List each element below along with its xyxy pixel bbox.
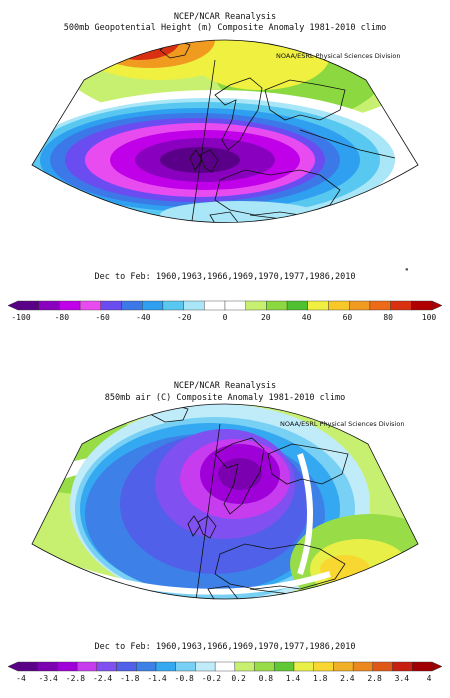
colorbar-arrow-left: [7, 300, 19, 311]
colorbar-tick-label: -0.2: [201, 674, 222, 683]
colorbar-swatch: [17, 300, 39, 311]
colorbar-tick-label: 2.4: [340, 674, 355, 683]
colorbar-tick-label: 2.8: [367, 674, 382, 683]
colorbar-swatch: [195, 661, 216, 672]
colorbar-tick-label: 0.2: [231, 674, 246, 683]
colorbar: -4 -3.4 -2.8 -2.4 -1.8 -1.4 -0.8 -0.2 0.2 0.8 1.4 1…: [0, 658, 450, 698]
geopotential-anomaly-map: [31, 39, 419, 223]
colorbar-tick-label: -2.4: [92, 674, 113, 683]
colorbar-swatch: [307, 300, 329, 311]
colorbar-swatches: [7, 661, 443, 672]
colorbar-arrow-right: [431, 661, 443, 672]
colorbar-swatch: [333, 661, 354, 672]
colorbar-swatch: [116, 661, 137, 672]
colorbar-swatch: [100, 300, 122, 311]
corner-mark: ▪: [405, 266, 409, 273]
colorbar-swatch: [411, 300, 433, 311]
colorbar-swatch: [412, 661, 433, 672]
colorbar-tick-label: -4: [16, 674, 26, 683]
colorbar-swatches: [7, 300, 443, 311]
panel-500mb: NCEP/NCAR Reanalysis 500mb Geopotential …: [0, 0, 450, 346]
colorbar-swatch: [328, 300, 350, 311]
colorbar-swatch: [392, 661, 413, 672]
colorbar-swatch: [59, 300, 81, 311]
panel-title: NCEP/NCAR Reanalysis: [173, 381, 277, 391]
colorbar-swatch: [214, 661, 236, 672]
colorbar-tick-label: -20: [176, 313, 192, 322]
colorbar-tick-label: -60: [95, 313, 110, 322]
credit-label: NOAA/ESRL Physical Sciences Division: [276, 52, 401, 60]
colorbar-swatch: [155, 661, 176, 672]
colorbar-swatch: [390, 300, 412, 311]
colorbar-tick-label: 100: [421, 313, 437, 322]
colorbar-swatch: [224, 300, 246, 311]
colorbar: -100 -80 -60 -40 -20 0 20 40 60 80 100: [0, 297, 450, 337]
colorbar-swatch: [175, 661, 196, 672]
colorbar-tick-label: 0.8: [258, 674, 274, 683]
colorbar-tick-label: -2.8: [65, 674, 86, 683]
colorbar-swatch: [79, 300, 101, 311]
colorbar-tick-label: 4: [426, 674, 432, 683]
colorbar-swatch: [37, 661, 58, 672]
colorbar-swatch: [183, 300, 205, 311]
panel-title: NCEP/NCAR Reanalysis: [173, 12, 277, 22]
panel-subtitle: 850mb air (C) Composite Anomaly 1981-201…: [104, 393, 346, 403]
colorbar-arrow-right: [431, 300, 443, 311]
colorbar-tick-label: -100: [11, 313, 31, 322]
colorbar-tick-label: -40: [136, 313, 151, 322]
colorbar-swatch: [254, 661, 275, 672]
colorbar-swatch: [121, 300, 143, 311]
colorbar-tick-label: 1.8: [312, 674, 328, 683]
credit-label: NOAA/ESRL Physical Sciences Division: [280, 420, 405, 428]
panel-subtitle: 500mb Geopotential Height (m) Composite …: [63, 23, 387, 33]
colorbar-tick-label: 3.4: [394, 674, 410, 683]
air-temperature-anomaly-map: [31, 403, 419, 600]
panel-850mb: NCEP/NCAR Reanalysis 850mb air (C) Compo…: [0, 346, 450, 693]
colorbar-tick-label: -0.8: [174, 674, 194, 683]
colorbar-swatch: [141, 300, 164, 311]
colorbar-tick-label: 60: [342, 313, 353, 322]
colorbar-swatch: [162, 300, 184, 311]
date-list: Dec to Feb: 1960,1963,1966,1969,1970,197…: [94, 272, 356, 282]
colorbar-swatch: [274, 661, 295, 672]
colorbar-tick-label: 0: [222, 313, 228, 322]
date-list: Dec to Feb: 1960,1963,1966,1969,1970,197…: [94, 642, 356, 652]
colorbar-swatch: [352, 661, 374, 672]
colorbar-swatch: [38, 300, 60, 311]
colorbar-swatch: [136, 661, 157, 672]
colorbar-tick-label: 40: [301, 313, 312, 322]
colorbar-swatch: [313, 661, 334, 672]
colorbar-swatch: [369, 300, 391, 311]
colorbar-swatch: [266, 300, 288, 311]
colorbar-swatch: [57, 661, 78, 672]
colorbar-swatch: [293, 661, 314, 672]
colorbar-swatch: [17, 661, 38, 672]
colorbar-tick-label: 20: [260, 313, 271, 322]
colorbar-swatch: [204, 300, 226, 311]
colorbar-tick-label: 80: [383, 313, 394, 322]
colorbar-swatch: [234, 661, 255, 672]
colorbar-tick-label: -3.4: [38, 674, 58, 683]
colorbar-swatch: [349, 300, 371, 311]
colorbar-swatch: [372, 661, 393, 672]
colorbar-swatch: [96, 661, 117, 672]
colorbar-swatch: [245, 300, 267, 311]
colorbar-tick-label: 1.4: [285, 674, 301, 683]
colorbar-tick-label: -80: [54, 313, 70, 322]
colorbar-swatch: [286, 300, 309, 311]
colorbar-tick-label: -1.8: [120, 674, 140, 683]
colorbar-tick-label: -1.4: [147, 674, 167, 683]
colorbar-swatch: [76, 661, 98, 672]
colorbar-arrow-left: [7, 661, 19, 672]
